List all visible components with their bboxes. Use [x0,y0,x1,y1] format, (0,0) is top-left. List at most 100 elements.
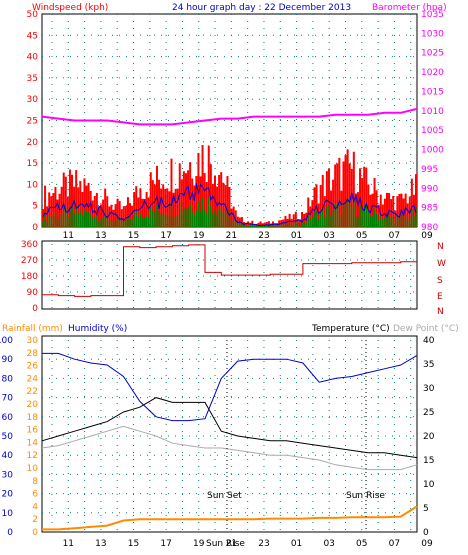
baro-ytick: 1020 [421,68,444,78]
temp-ytick: 10 [423,480,435,490]
baro-ytick: 1035 [421,10,444,20]
wind-ytick: 5 [32,202,38,212]
baro-ytick: 1005 [421,126,444,136]
wind-xtick: 23 [258,231,269,241]
barometer-title: Barometer (hpa) [372,3,447,13]
baro-ytick: 985 [421,204,438,214]
dir-letter-n-bottom: N [437,307,444,317]
wind-xtick: 11 [63,231,74,241]
temp-ytick: 15 [423,456,434,466]
baro-ytick: 1015 [421,87,444,97]
rain-ytick: 6 [32,490,38,500]
rain-ytick: 14 [27,438,39,448]
hum-xtick: 05 [356,539,367,549]
rain-ytick: 10 [27,464,39,474]
rain-ytick: 26 [27,362,39,372]
hum-xtick: 09 [421,539,433,549]
dir-letter-n-top: N [437,242,444,252]
dir-ytick: 0 [32,304,38,314]
rainfall-title: Rainfall (mm) [2,324,63,334]
humidity-ytick: 20 [2,490,14,500]
wind-ytick: 10 [27,180,39,190]
wind-ytick: 20 [27,138,39,148]
direction-panel [41,240,418,310]
data-marks [41,107,418,532]
hum-xtick: 23 [258,539,269,549]
dir-letter-s: S [437,276,443,286]
humidity-ytick: 10 [2,509,14,519]
baro-ytick: 1000 [421,146,444,156]
hum-xtick: 11 [63,539,74,549]
hum-xtick: 07 [389,539,400,549]
wind-ytick: 35 [27,74,38,84]
humidity-ytick: 90 [2,355,14,365]
wind-ytick: 15 [27,159,38,169]
wind-xtick: 05 [356,231,367,241]
wind-ytick: 0 [32,223,38,233]
temp-ytick: 5 [423,504,429,514]
wind-xtick: 19 [193,231,205,241]
baro-ytick: 1010 [421,107,444,117]
rain-ytick: 8 [32,477,38,487]
rain-ytick: 20 [27,400,39,410]
rain-ytick: 4 [32,502,38,512]
hum-xtick: 17 [160,539,171,549]
rain-ytick: 22 [27,387,38,397]
rain-ytick: 28 [27,349,39,359]
chart-date-title: 24 hour graph day : 22 December 2013 [172,3,351,13]
hum-xtick: 19 [193,539,205,549]
wind-xtick: 21 [226,231,237,241]
rain-ytick: 18 [27,413,39,423]
rain-ytick: 0 [32,528,38,538]
wind-ytick: 45 [27,31,38,41]
humidity-ytick: 80 [2,374,14,384]
temp-ytick: 40 [423,336,435,346]
humidity-ytick: 30 [2,470,14,480]
rain-ytick: 16 [27,426,39,436]
rain-ytick: 12 [27,451,38,461]
dir-ytick: 360 [21,240,38,250]
barometer-line [41,107,418,126]
rain-ytick: 24 [27,374,39,384]
grid-lines [42,14,417,532]
sunrise-label: Sun Rise [346,491,385,501]
windspeed-avg-line [42,183,417,227]
baro-ytick: 1030 [421,29,444,39]
baro-ytick: 1025 [421,49,444,59]
rainfall-line [42,505,418,531]
humidity-ytick: 0 [7,528,13,538]
dir-letter-w: W [437,259,446,269]
hum-xtick: 15 [128,539,139,549]
wind-ytick: 25 [27,117,38,127]
wind-xtick: 17 [160,231,171,241]
humidity-ytick: 50 [2,432,14,442]
wind-xtick: 01 [291,231,302,241]
dewpoint-line [41,425,418,471]
humidity-ytick: 70 [2,394,14,404]
humidity-line [42,352,418,422]
hum-xtick: 03 [323,539,334,549]
baro-ytick: 995 [421,165,438,175]
humidity-ytick: 40 [2,451,14,461]
hum-xtick: 01 [291,539,302,549]
rain-ytick: 30 [27,336,39,346]
humidity-ytick: 100 [0,336,13,346]
temp-ytick: 25 [423,408,434,418]
wind-xtick: 07 [389,231,400,241]
dir-letter-e: E [437,292,443,302]
dir-ytick: 90 [27,288,39,298]
dewpoint-title: Dew Point (°C) [393,324,459,334]
axis-labels: 0510152025303540455098098599099510001005… [0,10,444,549]
rain-ytick: 2 [32,515,38,525]
wind-ytick: 30 [27,95,39,105]
temperature-title: Temperature (°C) [311,324,390,334]
wind-xtick: 13 [95,231,106,241]
wind-direction-line [42,244,417,297]
wind-xtick: 09 [421,231,433,241]
temperature-line [41,397,418,459]
windspeed-title: Windspeed (kph) [32,3,108,13]
temp-ytick: 0 [423,528,429,538]
wind-xtick: 15 [128,231,139,241]
wind-ytick: 40 [27,53,39,63]
